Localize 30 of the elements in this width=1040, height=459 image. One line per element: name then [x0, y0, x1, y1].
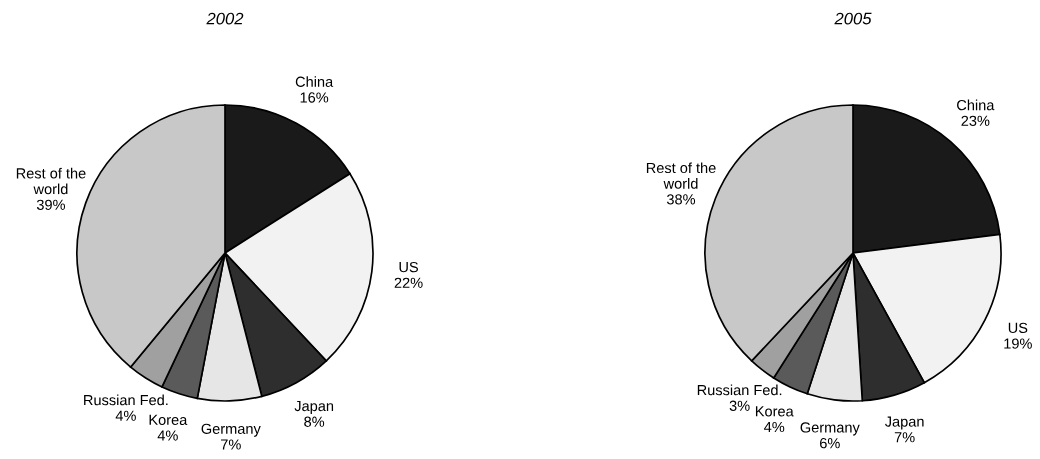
data-label: 38% [666, 194, 696, 205]
chart-title: 2005 [834, 12, 872, 25]
slice-label: Germany [800, 422, 860, 436]
slice-label: Korea [149, 414, 188, 426]
slice-label: Germany [201, 423, 261, 437]
data-label: 4% [157, 430, 178, 441]
data-label: 7% [894, 432, 915, 443]
slice-label: Japan [294, 401, 334, 415]
slice-label: US [1008, 322, 1028, 334]
data-label: 3% [729, 400, 750, 411]
data-label: 22% [394, 277, 423, 288]
data-label: 23% [961, 115, 990, 126]
data-label: 19% [1004, 338, 1032, 349]
slice-label: Japan [884, 416, 924, 430]
data-label: 8% [304, 416, 325, 427]
chart-title: 2002 [206, 12, 244, 25]
slice-label: US [399, 261, 418, 273]
slice-label: Russian Fed. [84, 394, 168, 406]
slice-label: Rest of the world [646, 162, 716, 189]
slice-label: Korea [755, 406, 794, 417]
slice-label: China [957, 99, 995, 111]
data-label: 16% [300, 92, 329, 103]
slice-label: Rest of the world [16, 167, 86, 195]
data-label: 4% [764, 421, 785, 433]
data-label: 39% [36, 199, 66, 210]
data-label: 4% [115, 410, 136, 421]
data-label: 6% [820, 437, 840, 449]
slice-label: Russian Fed. [697, 384, 782, 396]
data-label: 7% [221, 439, 241, 450]
slice-label: China [295, 76, 334, 87]
